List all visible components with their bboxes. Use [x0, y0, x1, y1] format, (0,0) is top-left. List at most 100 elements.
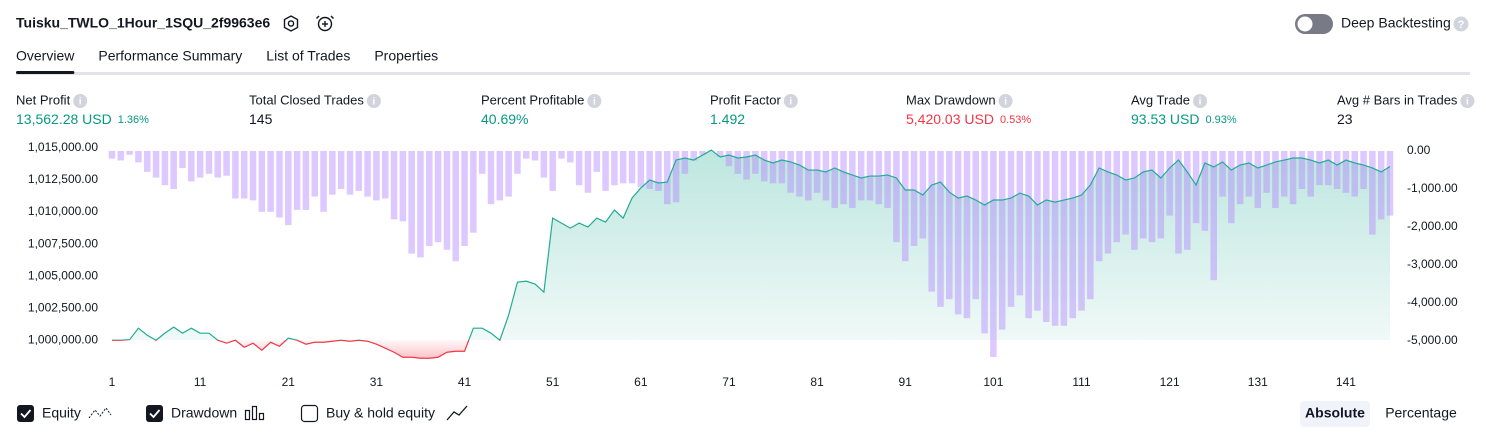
- drawdown-bar: [743, 151, 750, 180]
- drawdown-bar: [170, 151, 177, 189]
- drawdown-bar: [434, 151, 442, 243]
- tab[interactable]: Performance Summary: [98, 48, 242, 64]
- metric-percent: 0.93%: [1205, 114, 1236, 126]
- drawdown-bar: [840, 151, 847, 205]
- metric-value: 145: [249, 111, 273, 127]
- x-tick-label: 1: [109, 375, 116, 389]
- drawdown-legend-icon: [244, 405, 265, 421]
- drawdown-bar: [346, 151, 354, 195]
- drawdown-bar: [1236, 151, 1244, 205]
- settings-icon[interactable]: [283, 15, 299, 32]
- drawdown-bar: [1007, 151, 1015, 307]
- buy-hold-checkbox[interactable]: [300, 404, 319, 423]
- drawdown-bar: [567, 151, 574, 163]
- svg-text:i: i: [1199, 97, 1202, 108]
- equity-checkbox[interactable]: [17, 405, 34, 422]
- info-icon[interactable]: i: [783, 94, 798, 108]
- drawdown-bar: [1228, 151, 1235, 224]
- metric-value-group: 40.69%: [481, 111, 528, 127]
- drawdown-bar: [981, 151, 988, 334]
- drawdown-bar: [1095, 151, 1103, 262]
- tab[interactable]: Properties: [374, 48, 438, 64]
- y-tick-label: 1,012,500.00: [28, 172, 98, 186]
- metric-value-group: 5,420.03 USD 0.53%: [906, 111, 1031, 127]
- drawdown-bar: [699, 151, 706, 155]
- metric-percent: 1.36%: [118, 114, 149, 126]
- drawdown-bar: [1298, 151, 1306, 189]
- drawdown-bar: [787, 151, 794, 193]
- equity-legend-icon: [88, 407, 112, 419]
- y2-tick-label: -2,000.00: [1407, 219, 1458, 233]
- drawdown-bar: [205, 151, 213, 174]
- drawdown-bar: [161, 151, 169, 186]
- drawdown-bar: [1280, 151, 1288, 197]
- drawdown-bar: [664, 151, 671, 205]
- drawdown-bar: [690, 151, 697, 161]
- drawdown-bar: [637, 151, 645, 188]
- drawdown-bar: [619, 151, 627, 184]
- svg-text:i: i: [79, 97, 82, 108]
- info-icon[interactable]: i: [73, 94, 88, 108]
- drawdown-bar: [998, 151, 1006, 330]
- info-icon[interactable]: i: [1193, 94, 1208, 108]
- drawdown-bar: [1139, 151, 1147, 239]
- drawdown-bar: [1175, 151, 1182, 254]
- alert-icon[interactable]: [316, 15, 334, 32]
- drawdown-bar: [417, 151, 424, 258]
- drawdown-bar: [1325, 151, 1332, 186]
- drawdown-bar: [232, 151, 239, 199]
- drawdown-checkbox[interactable]: [146, 405, 163, 422]
- drawdown-bar: [1034, 151, 1041, 311]
- drawdown-bar: [954, 151, 962, 315]
- drawdown-bar: [1272, 151, 1279, 208]
- info-icon[interactable]: i: [998, 94, 1013, 108]
- drawdown-bar: [514, 151, 521, 174]
- drawdown-bar: [399, 151, 407, 222]
- equity-line: [112, 149, 1391, 359]
- percentage-button[interactable]: Percentage: [1385, 405, 1457, 421]
- info-icon[interactable]: i: [1460, 94, 1475, 108]
- x-tick-label: 11: [194, 375, 207, 389]
- metric-value: 40.69%: [481, 111, 528, 127]
- y-tick-label: 1,015,000.00: [28, 140, 98, 154]
- tab[interactable]: List of Trades: [266, 48, 350, 64]
- help-icon[interactable]: ?: [1453, 16, 1469, 32]
- drawdown-bar: [1087, 151, 1094, 300]
- drawdown-bar: [778, 151, 786, 184]
- drawdown-bar: [1245, 151, 1253, 197]
- x-tick-label: 121: [1160, 375, 1180, 389]
- info-icon[interactable]: i: [587, 94, 602, 108]
- drawdown-bar: [390, 151, 398, 220]
- drawdown-bar: [223, 151, 230, 176]
- drawdown-bar: [1069, 151, 1076, 319]
- drawdown-bar: [276, 151, 283, 218]
- absolute-button[interactable]: [1300, 401, 1370, 427]
- tab[interactable]: Overview: [16, 48, 75, 64]
- bar-layer: [108, 151, 1394, 357]
- drawdown-bar: [1113, 151, 1121, 243]
- drawdown-bar: [426, 151, 433, 246]
- drawdown-bar: [769, 151, 777, 184]
- drawdown-bar: [857, 151, 865, 201]
- info-icon[interactable]: i: [366, 94, 381, 108]
- deep-backtesting-toggle[interactable]: [1295, 14, 1333, 34]
- drawdown-bar: [875, 151, 883, 205]
- drawdown-bar: [117, 151, 125, 161]
- metric-percent: 0.53%: [1000, 114, 1031, 126]
- drawdown-bar: [1104, 151, 1112, 254]
- x-tick-label: 41: [458, 375, 472, 389]
- drawdown-bar: [972, 151, 980, 300]
- area-layer: [112, 150, 1390, 359]
- drawdown-bar: [258, 151, 266, 212]
- x-tick-label: 141: [1336, 375, 1356, 389]
- metric-label: Percent Profitable: [481, 92, 584, 107]
- drawdown-bar: [267, 151, 274, 212]
- buy-hold-legend-icon: [446, 405, 468, 421]
- drawdown-bar: [478, 151, 486, 174]
- drawdown-bar: [611, 151, 618, 186]
- drawdown-bar: [1131, 151, 1138, 250]
- svg-text:?: ?: [1458, 19, 1465, 31]
- drawdown-bar: [373, 151, 380, 201]
- drawdown-bar: [963, 151, 971, 319]
- x-tick-label: 31: [370, 375, 384, 389]
